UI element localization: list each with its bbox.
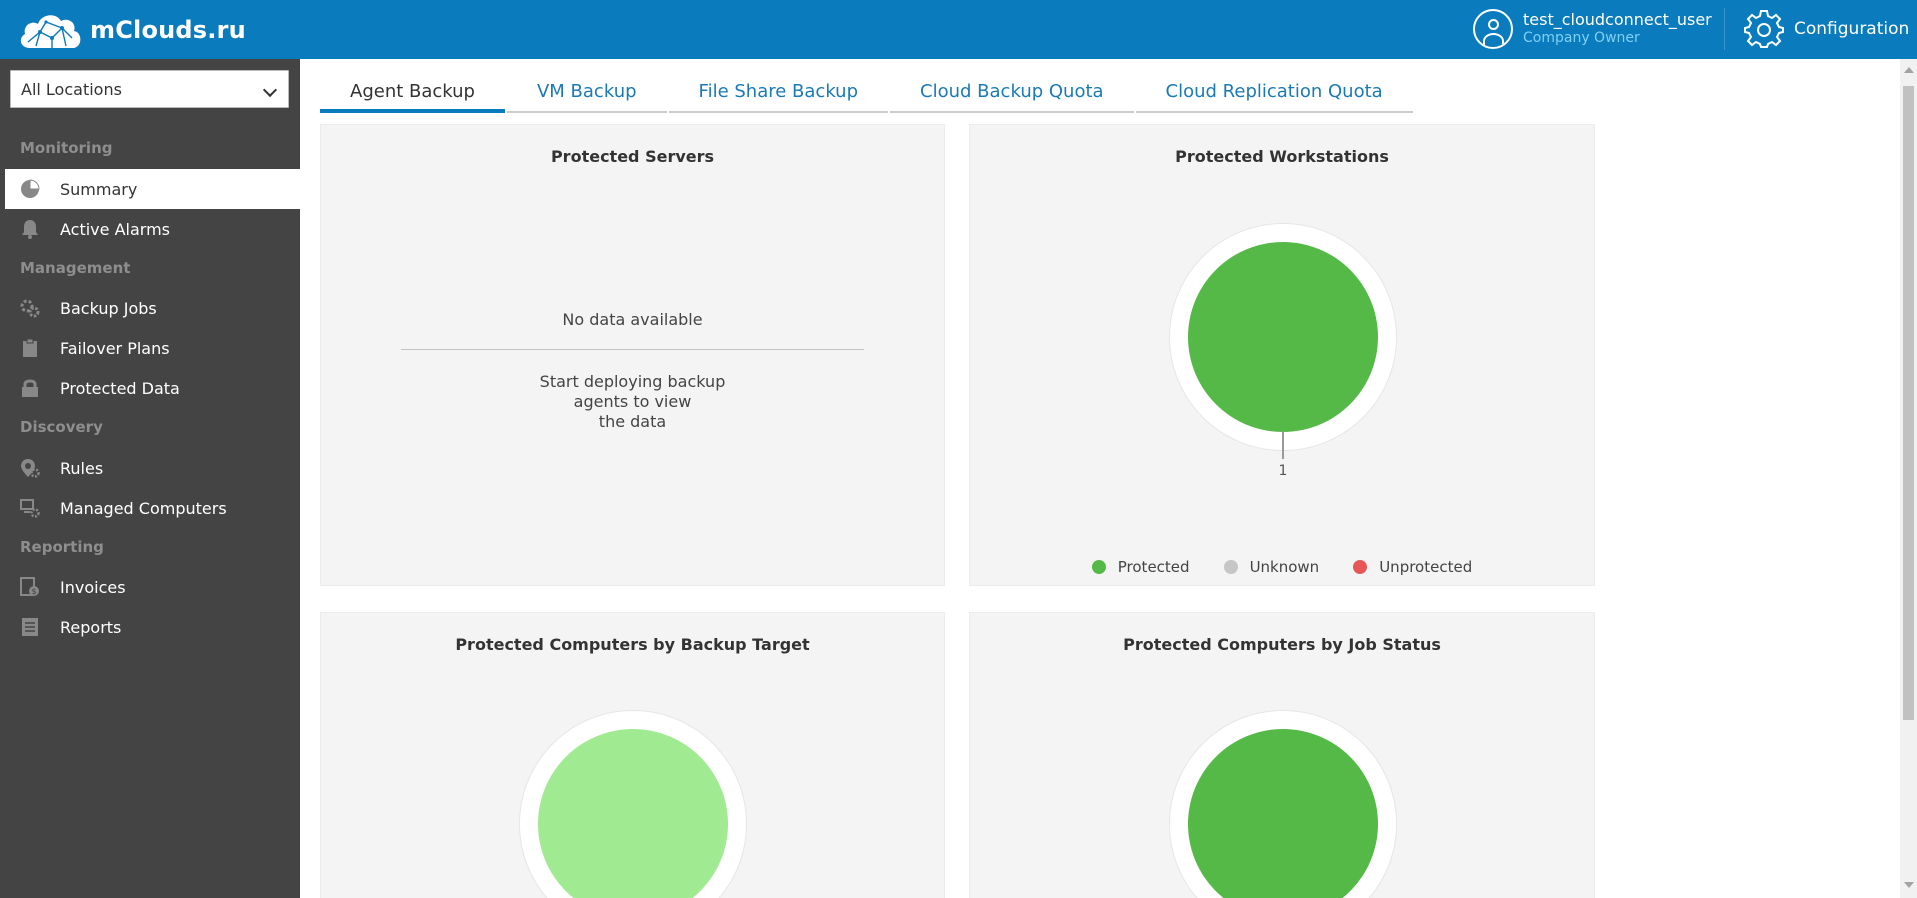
chart-legend: Protected Unknown Unprotected	[970, 558, 1594, 576]
sidebar-item-label: Managed Computers	[60, 498, 227, 518]
sidebar-item-managed-computers[interactable]: Managed Computers	[0, 488, 300, 528]
sidebar: All Locations Monitoring Summary Active …	[0, 59, 301, 898]
legend-dot-icon	[1223, 560, 1238, 574]
user-menu[interactable]: test_cloudconnect_user Company Owner	[1473, 8, 1712, 50]
clipboard-icon	[19, 337, 41, 359]
sidebar-item-invoices[interactable]: $ Invoices	[0, 567, 300, 607]
legend-label: Unprotected	[1379, 558, 1473, 576]
pie-slice[interactable]	[538, 729, 728, 898]
chevron-down-icon	[262, 82, 278, 98]
invoice-icon: $	[19, 576, 41, 598]
backup-target-pie-chart	[519, 710, 747, 898]
vertical-scrollbar[interactable]	[1900, 59, 1917, 898]
logo[interactable]: mClouds.ru	[16, 8, 246, 52]
logo-text: mClouds.ru	[90, 16, 246, 44]
divider	[401, 349, 864, 350]
no-data-hint-line: Start deploying backup	[539, 372, 726, 391]
tab-cloud-replication-quota[interactable]: Cloud Replication Quota	[1135, 71, 1413, 113]
computers-by-backup-target-panel: Protected Computers by Backup Target	[320, 612, 945, 898]
computers-gear-icon	[19, 497, 41, 519]
top-header: mClouds.ru test_cloudconnect_user Compan…	[0, 0, 1917, 59]
sidebar-item-label: Protected Data	[60, 378, 180, 398]
gears-icon	[19, 297, 41, 319]
user-role: Company Owner	[1523, 30, 1640, 46]
configuration-label: Configuration	[1794, 19, 1910, 39]
legend-item-protected[interactable]: Protected	[1091, 558, 1190, 576]
sidebar-item-summary[interactable]: Summary	[5, 169, 301, 209]
tab-cloud-backup-quota[interactable]: Cloud Backup Quota	[890, 71, 1134, 113]
workstations-pie-chart: 1	[1169, 223, 1397, 479]
panel-title: Protected Computers by Job Status	[1123, 635, 1441, 654]
map-pin-gear-icon	[19, 457, 41, 479]
no-data-hint-line: the data	[598, 412, 667, 431]
legend-item-unknown[interactable]: Unknown	[1223, 558, 1320, 576]
panel-title: Protected Servers	[550, 147, 715, 166]
scrollbar-thumb[interactable]	[1903, 86, 1914, 720]
lock-icon	[19, 377, 41, 399]
sidebar-item-label: Failover Plans	[60, 338, 170, 358]
pie-chart-icon	[19, 178, 41, 200]
sidebar-item-label: Reports	[60, 617, 122, 637]
sidebar-item-label: Invoices	[60, 577, 126, 597]
pie-slice-protected[interactable]	[1188, 242, 1378, 432]
scroll-down-arrow-icon[interactable]	[1904, 882, 1914, 888]
tab-bar: Agent Backup VM Backup File Share Backup…	[320, 71, 1415, 114]
section-discovery: Discovery	[20, 418, 103, 436]
protected-workstations-panel: Protected Workstations 1 Protected Unkno…	[969, 124, 1595, 586]
sidebar-item-label: Active Alarms	[60, 219, 170, 239]
no-data-hint-line: agents to view	[573, 392, 692, 411]
sidebar-item-reports[interactable]: Reports	[0, 607, 300, 647]
sidebar-item-active-alarms[interactable]: Active Alarms	[0, 209, 300, 249]
protected-servers-panel: Protected Servers No data available Star…	[320, 124, 945, 586]
no-data-hint: Start deploying backup agents to view th…	[321, 372, 944, 432]
scroll-up-arrow-icon[interactable]	[1904, 67, 1914, 73]
bell-icon	[19, 218, 41, 240]
pie-slice[interactable]	[1188, 729, 1378, 898]
legend-dot-icon	[1353, 560, 1368, 574]
header-divider	[1724, 8, 1725, 50]
legend-item-unprotected[interactable]: Unprotected	[1353, 558, 1472, 576]
section-reporting: Reporting	[20, 538, 104, 556]
no-data-message: No data available	[562, 310, 703, 329]
tab-file-share-backup[interactable]: File Share Backup	[668, 71, 889, 113]
svg-text:$: $	[31, 587, 36, 596]
pie-label-tick	[1282, 431, 1284, 459]
panel-title: Protected Computers by Backup Target	[455, 635, 810, 654]
panel-title: Protected Workstations	[1175, 147, 1389, 166]
sidebar-item-label: Summary	[60, 179, 138, 199]
sidebar-item-label: Backup Jobs	[60, 298, 157, 318]
gear-icon	[1744, 10, 1784, 48]
configuration-button[interactable]: Configuration	[1744, 9, 1909, 49]
legend-label: Unknown	[1249, 558, 1320, 576]
user-icon	[1473, 9, 1513, 49]
tab-vm-backup[interactable]: VM Backup	[506, 71, 667, 113]
tab-agent-backup[interactable]: Agent Backup	[320, 71, 505, 113]
cloud-network-icon	[20, 15, 81, 48]
location-select-value: All Locations	[21, 80, 122, 99]
sidebar-item-failover-plans[interactable]: Failover Plans	[0, 328, 300, 368]
location-select[interactable]: All Locations	[10, 70, 289, 108]
user-name: test_cloudconnect_user	[1523, 10, 1712, 29]
sidebar-item-label: Rules	[60, 458, 104, 478]
section-monitoring: Monitoring	[20, 139, 113, 157]
sidebar-item-backup-jobs[interactable]: Backup Jobs	[0, 288, 300, 328]
section-management: Management	[20, 259, 131, 277]
sidebar-item-protected-data[interactable]: Protected Data	[0, 368, 300, 408]
computers-by-job-status-panel: Protected Computers by Job Status	[969, 612, 1595, 898]
pie-value-label: 1	[1278, 463, 1288, 479]
report-icon	[19, 616, 41, 638]
legend-dot-icon	[1091, 560, 1106, 574]
legend-label: Protected	[1117, 558, 1190, 576]
job-status-pie-chart	[1169, 710, 1397, 898]
sidebar-item-rules[interactable]: Rules	[0, 448, 300, 488]
